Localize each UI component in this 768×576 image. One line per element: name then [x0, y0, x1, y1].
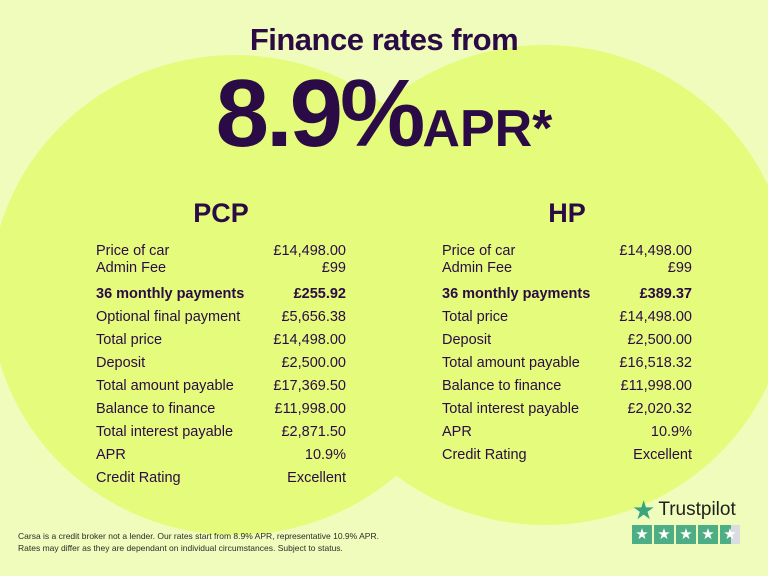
row-value: £17,369.50 — [273, 378, 346, 394]
row-label: Credit Rating — [96, 470, 181, 486]
rating-star-icon: ★ — [720, 525, 740, 544]
pcp-title: PCP — [193, 198, 249, 228]
row-value: 10.9% — [650, 424, 692, 440]
row-label: Price of car — [96, 243, 170, 259]
row-label: Admin Fee — [96, 260, 167, 276]
row-label: Deposit — [442, 332, 492, 348]
row-label: Total price — [96, 332, 163, 348]
row-value: £14,498.00 — [273, 332, 346, 348]
table-row: Total amount payable £17,369.50 — [96, 375, 346, 398]
table-row: 36 monthly payments £255.92 — [96, 283, 346, 306]
row-value: £99 — [667, 260, 692, 276]
row-value: £14,498.00 — [619, 309, 692, 325]
trustpilot-badge: ★ Trustpilot ★ ★ ★ ★ ★ — [632, 495, 740, 544]
row-label: Balance to finance — [96, 401, 216, 417]
row-value: £255.92 — [293, 286, 346, 302]
table-row: Deposit £2,500.00 — [442, 329, 692, 352]
table-row: Admin Fee £99 — [442, 260, 692, 277]
row-label: Total price — [442, 309, 509, 325]
table-row: Credit Rating Excellent — [442, 444, 692, 467]
row-label: 36 monthly payments — [96, 286, 245, 302]
row-value: £14,498.00 — [619, 243, 692, 259]
row-label: Balance to finance — [442, 378, 562, 394]
row-value: £2,500.00 — [627, 332, 692, 348]
row-label: Total amount payable — [442, 355, 580, 371]
table-row: APR 10.9% — [442, 421, 692, 444]
table-row: Balance to finance £11,998.00 — [96, 398, 346, 421]
rating-star-icon: ★ — [632, 525, 652, 544]
row-label: Admin Fee — [442, 260, 513, 276]
row-label: Total interest payable — [442, 401, 580, 417]
row-value: £2,020.32 — [627, 401, 692, 417]
table-row: 36 monthly payments £389.37 — [442, 283, 692, 306]
row-value: £5,656.38 — [281, 309, 346, 325]
row-value: £11,998.00 — [620, 378, 693, 394]
disclaimer-line-2: Rates may differ as they are dependant o… — [18, 543, 343, 553]
disclaimer-line-1: Carsa is a credit broker not a lender. O… — [18, 531, 379, 541]
rate-value: 8.9% — [215, 60, 426, 167]
headline-rate: 8.9%APR* — [0, 64, 768, 179]
row-label: 36 monthly payments — [442, 286, 591, 302]
row-label: Credit Rating — [442, 447, 527, 463]
row-value: £99 — [321, 260, 346, 276]
table-row: Total amount payable £16,518.32 — [442, 352, 692, 375]
row-label: Total interest payable — [96, 424, 234, 440]
table-row: Total price £14,498.00 — [442, 306, 692, 329]
apr-suffix: APR* — [422, 100, 553, 158]
table-row: APR 10.9% — [96, 444, 346, 467]
table-row: Total price £14,498.00 — [96, 329, 346, 352]
row-value: £11,998.00 — [274, 401, 347, 417]
row-value: £2,871.50 — [281, 424, 346, 440]
pcp-table: PCP Price of car £14,498.00 Admin Fee £99 36… — [96, 198, 346, 490]
disclaimer: Carsa is a credit broker not a lender. O… — [18, 530, 379, 554]
table-row: Total interest payable £2,871.50 — [96, 421, 346, 444]
table-row: Price of car £14,498.00 — [442, 243, 692, 260]
row-value: £14,498.00 — [273, 243, 346, 259]
table-row: Admin Fee £99 — [96, 260, 346, 277]
row-label: APR — [96, 447, 126, 463]
table-row: Optional final payment £5,656.38 — [96, 306, 346, 329]
trustpilot-name: Trustpilot — [658, 499, 736, 520]
row-value: Excellent — [633, 447, 692, 463]
table-row: Price of car £14,498.00 — [96, 243, 346, 260]
row-value: £2,500.00 — [281, 355, 346, 371]
headline-title: Finance rates from — [249, 22, 519, 57]
rating-star-icon: ★ — [698, 525, 718, 544]
row-value: £16,518.32 — [619, 355, 692, 371]
table-row: Credit Rating Excellent — [96, 467, 346, 490]
row-label: Price of car — [442, 243, 516, 259]
star-icon: ★ — [632, 495, 656, 525]
hp-title: HP — [548, 198, 586, 228]
row-value: 10.9% — [304, 447, 346, 463]
trustpilot-rating: ★ ★ ★ ★ ★ — [632, 525, 740, 544]
table-row: Total interest payable £2,020.32 — [442, 398, 692, 421]
row-value: £389.37 — [639, 286, 692, 302]
row-label: Optional final payment — [96, 309, 241, 325]
row-label: Deposit — [96, 355, 146, 371]
background-circle-right — [300, 45, 768, 525]
row-label: Total amount payable — [96, 378, 234, 394]
rating-star-icon: ★ — [654, 525, 674, 544]
hp-table: HP Price of car £14,498.00 Admin Fee £99 36 … — [442, 198, 692, 467]
row-value: Excellent — [287, 470, 346, 486]
table-row: Deposit £2,500.00 — [96, 352, 346, 375]
row-label: APR — [442, 424, 472, 440]
rating-star-icon: ★ — [676, 525, 696, 544]
table-row: Balance to finance £11,998.00 — [442, 375, 692, 398]
